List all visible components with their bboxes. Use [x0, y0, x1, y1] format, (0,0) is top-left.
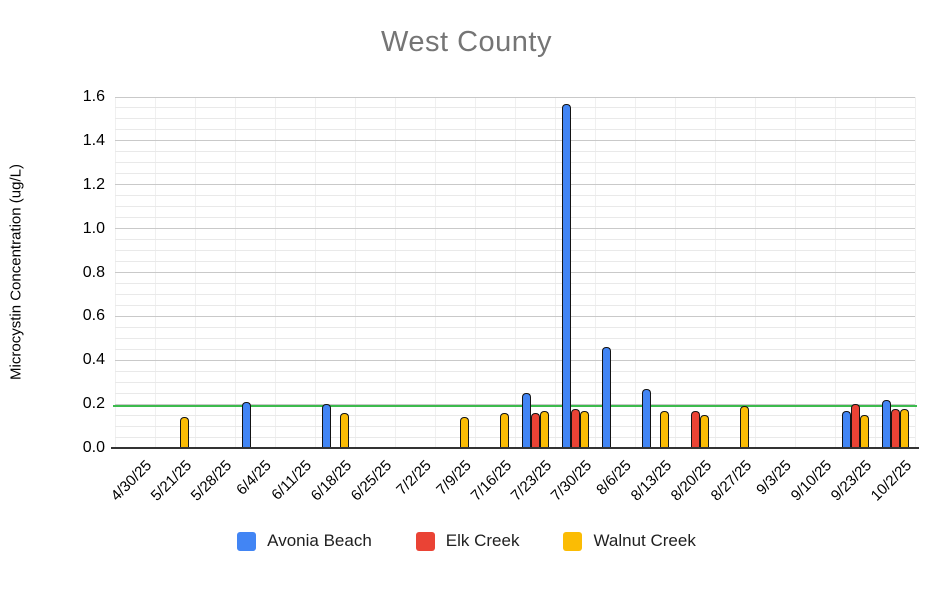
h-gridline — [115, 206, 915, 208]
bar-walnut-creek-7-30-25[interactable] — [579, 410, 589, 448]
x-axis-line — [111, 447, 919, 449]
x-axis-label: 7/16/25 — [467, 457, 516, 505]
y-axis-tick-label: 0.4 — [82, 351, 105, 369]
h-gridline — [115, 359, 915, 361]
x-axis-label: 8/20/25 — [667, 457, 716, 505]
h-gridline — [115, 140, 915, 142]
legend-swatch-walnut-creek — [563, 531, 583, 551]
bar-walnut-creek-10-2-25[interactable] — [899, 408, 909, 448]
y-axis-tick-label: 1.4 — [82, 131, 105, 149]
bar-walnut-creek-9-23-25[interactable] — [859, 415, 869, 448]
plot-area — [111, 96, 919, 449]
h-gridline — [115, 184, 915, 186]
bar-walnut-creek-8-27-25[interactable] — [739, 406, 749, 448]
y-axis-title: Microcystin Concentration (ug/L) — [7, 164, 25, 380]
bar-avonia-beach-9-23-25[interactable] — [841, 410, 851, 448]
bar-walnut-creek-8-20-25[interactable] — [699, 415, 709, 448]
h-gridline — [115, 272, 915, 273]
legend-label-walnut-creek: Walnut Creek — [593, 531, 696, 550]
h-gridline — [115, 96, 915, 98]
bar-walnut-creek-7-9-25[interactable] — [459, 417, 469, 448]
h-gridline — [115, 436, 915, 438]
bar-walnut-creek-7-16-25[interactable] — [499, 412, 509, 448]
y-axis-tick-label: 1.6 — [82, 88, 105, 105]
h-gridline — [115, 151, 915, 153]
y-axis-tick-label: 1.2 — [82, 175, 105, 193]
h-gridline — [115, 315, 915, 317]
y-axis-tick-label: 0.0 — [82, 439, 105, 456]
bar-walnut-creek-5-21-25[interactable] — [179, 417, 189, 448]
x-axis-label: 9/23/25 — [827, 457, 876, 505]
h-gridline — [115, 282, 915, 284]
bar-elk-creek-10-2-25[interactable] — [890, 408, 900, 448]
y-axis-tick-label: 0.8 — [82, 263, 105, 281]
h-gridline — [115, 293, 915, 295]
x-axis-label: 8/27/25 — [707, 457, 756, 505]
h-gridline — [115, 228, 915, 230]
y-axis-tick-label: 1.0 — [82, 219, 105, 237]
x-axis-label: 10/2/25 — [867, 457, 916, 505]
h-gridline — [115, 403, 915, 405]
x-axis-label: 7/30/25 — [547, 457, 596, 505]
x-axis-label: 6/18/25 — [307, 457, 356, 505]
v-gridline — [915, 97, 916, 448]
bar-walnut-creek-8-13-25[interactable] — [659, 410, 669, 448]
h-gridline — [115, 162, 915, 164]
threshold-line — [113, 405, 917, 408]
h-gridline — [115, 304, 915, 306]
legend-item-elk-creek[interactable]: Elk Creek — [415, 531, 520, 551]
bar-avonia-beach-8-6-25[interactable] — [601, 347, 611, 448]
h-gridline — [115, 326, 915, 328]
legend: Avonia Beach Elk Creek Walnut Creek — [0, 531, 933, 551]
h-gridline — [115, 173, 915, 175]
bar-elk-creek-9-23-25[interactable] — [850, 404, 860, 448]
x-axis-label: 7/23/25 — [507, 457, 556, 505]
legend-swatch-elk-creek — [415, 531, 435, 551]
bar-avonia-beach-10-2-25[interactable] — [881, 399, 891, 448]
legend-label-elk-creek: Elk Creek — [445, 531, 520, 550]
h-gridline — [115, 107, 915, 109]
x-axis-label: 8/13/25 — [627, 457, 676, 505]
x-axis-label: 7/2/25 — [393, 457, 436, 499]
bar-avonia-beach-8-13-25[interactable] — [641, 388, 651, 448]
legend-item-walnut-creek[interactable]: Walnut Creek — [563, 531, 696, 551]
x-axis-label: 5/28/25 — [187, 457, 236, 505]
legend-item-avonia-beach[interactable]: Avonia Beach — [237, 531, 372, 551]
h-gridline — [115, 392, 915, 394]
x-axis-label: 6/11/25 — [268, 457, 316, 504]
x-axis-label: 9/10/25 — [787, 457, 836, 505]
h-gridline — [115, 337, 915, 339]
bar-avonia-beach-6-18-25[interactable] — [321, 404, 331, 448]
bar-walnut-creek-7-23-25[interactable] — [539, 410, 549, 448]
bar-elk-creek-7-30-25[interactable] — [570, 408, 580, 448]
legend-label-avonia-beach: Avonia Beach — [267, 531, 372, 550]
bar-walnut-creek-6-18-25[interactable] — [339, 412, 349, 448]
h-gridline — [115, 348, 915, 350]
h-gridline — [115, 250, 915, 252]
h-gridline — [115, 414, 915, 416]
bar-avonia-beach-7-30-25[interactable] — [561, 103, 571, 448]
x-axis-label: 4/30/25 — [107, 457, 156, 505]
bar-avonia-beach-6-4-25[interactable] — [241, 401, 251, 448]
h-gridline — [115, 370, 915, 372]
h-gridline — [115, 129, 915, 131]
h-gridline — [115, 217, 915, 219]
h-gridline — [115, 425, 915, 427]
x-axis-label: 6/25/25 — [347, 457, 396, 505]
chart-title: West County — [381, 26, 552, 58]
y-axis-tick-label: 0.2 — [82, 395, 105, 413]
bar-elk-creek-8-20-25[interactable] — [690, 410, 700, 448]
legend-swatch-avonia-beach — [237, 531, 257, 551]
bar-elk-creek-7-23-25[interactable] — [530, 412, 540, 448]
h-gridline — [115, 239, 915, 241]
h-gridline — [115, 195, 915, 197]
h-gridline — [115, 261, 915, 263]
h-gridline — [115, 381, 915, 383]
x-axis-label: 5/21/25 — [147, 457, 196, 505]
bar-avonia-beach-7-23-25[interactable] — [521, 393, 531, 448]
y-axis-tick-label: 0.6 — [82, 307, 105, 325]
h-gridline — [115, 118, 915, 120]
